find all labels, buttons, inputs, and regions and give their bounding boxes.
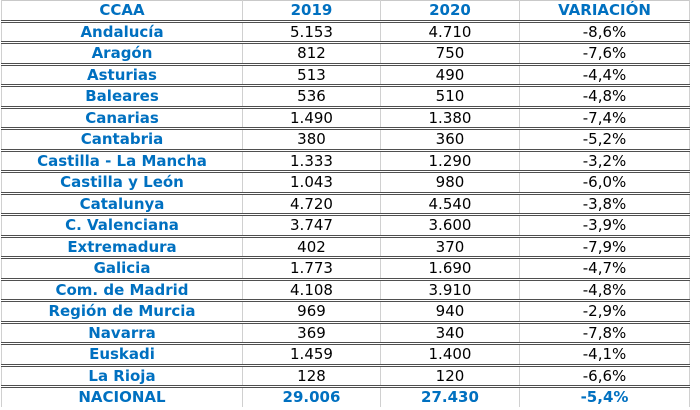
table-row: Asturias 513 490 -4,4% [1,64,690,87]
variation-cell: -2,9% [519,300,690,324]
table-row: Com. de Madrid 4.108 3.910 -4,8% [1,279,690,302]
value-2020-cell: 360 [380,128,520,152]
region-name-cell: Euskadi [1,343,243,367]
region-name-cell: Cantabria [1,128,243,152]
value-2020-cell: 940 [380,300,520,324]
value-2020-cell: 510 [380,85,520,109]
table-row: La Rioja 128 120 -6,6% [1,365,690,388]
total-label-cell: NACIONAL [1,386,243,407]
variation-cell: -4,1% [519,343,690,367]
ccaa-statistics-table: CCAA 2019 2020 VARIACIÓN Andalucía 5.153… [1,0,690,407]
variation-cell: -6,6% [519,365,690,388]
region-name-cell: La Rioja [1,365,243,388]
table-row: Baleares 536 510 -4,8% [1,85,690,109]
value-2020-cell: 980 [380,171,520,195]
table-row: Castilla y León 1.043 980 -6,0% [1,171,690,195]
table-row: Aragón 812 750 -7,6% [1,42,690,66]
variation-cell: -3,8% [519,193,690,216]
variation-cell: -7,6% [519,42,690,66]
value-2020-cell: 1.290 [380,150,520,173]
region-name-cell: C. Valenciana [1,214,243,238]
variation-cell: -4,7% [519,257,690,281]
value-2019-cell: 380 [242,128,381,152]
variation-cell: -7,4% [519,107,690,130]
region-name-cell: Región de Murcia [1,300,243,324]
table-row: Canarias 1.490 1.380 -7,4% [1,107,690,130]
value-2019-cell: 369 [242,322,381,345]
value-2020-cell: 750 [380,42,520,66]
variation-cell: -7,9% [519,236,690,259]
value-2020-cell: 370 [380,236,520,259]
total-variation-cell: -5,4% [519,386,690,407]
region-name-cell: Castilla - La Mancha [1,150,243,173]
value-2019-cell: 5.153 [242,21,381,44]
table-row: C. Valenciana 3.747 3.600 -3,9% [1,214,690,238]
value-2019-cell: 969 [242,300,381,324]
variation-cell: -6,0% [519,171,690,195]
region-name-cell: Canarias [1,107,243,130]
variation-cell: -4,8% [519,85,690,109]
value-2019-cell: 402 [242,236,381,259]
table-row: Región de Murcia 969 940 -2,9% [1,300,690,324]
table-row: Euskadi 1.459 1.400 -4,1% [1,343,690,367]
value-2019-cell: 513 [242,64,381,87]
value-2020-cell: 1.400 [380,343,520,367]
table-row: Navarra 369 340 -7,8% [1,322,690,345]
value-2020-cell: 120 [380,365,520,388]
value-2019-cell: 1.490 [242,107,381,130]
column-header-2020: 2020 [380,0,520,23]
total-2019-cell: 29.006 [242,386,381,407]
value-2019-cell: 812 [242,42,381,66]
total-2020-cell: 27.430 [380,386,520,407]
value-2020-cell: 1.380 [380,107,520,130]
region-name-cell: Castilla y León [1,171,243,195]
region-name-cell: Extremadura [1,236,243,259]
table-row: Andalucía 5.153 4.710 -8,6% [1,21,690,44]
region-name-cell: Aragón [1,42,243,66]
table-row: Galicia 1.773 1.690 -4,7% [1,257,690,281]
variation-cell: -3,9% [519,214,690,238]
region-name-cell: Galicia [1,257,243,281]
table-row: Extremadura 402 370 -7,9% [1,236,690,259]
table-row: Castilla - La Mancha 1.333 1.290 -3,2% [1,150,690,173]
table-row: Cantabria 380 360 -5,2% [1,128,690,152]
value-2020-cell: 1.690 [380,257,520,281]
column-header-2019: 2019 [242,0,381,23]
header-row: CCAA 2019 2020 VARIACIÓN [1,0,690,23]
value-2020-cell: 3.910 [380,279,520,302]
value-2019-cell: 3.747 [242,214,381,238]
variation-cell: -3,2% [519,150,690,173]
total-row: NACIONAL 29.006 27.430 -5,4% [1,386,690,407]
region-name-cell: Navarra [1,322,243,345]
column-header-variacion: VARIACIÓN [519,0,690,23]
value-2020-cell: 4.540 [380,193,520,216]
variation-cell: -4,4% [519,64,690,87]
variation-cell: -7,8% [519,322,690,345]
value-2019-cell: 1.043 [242,171,381,195]
value-2019-cell: 1.459 [242,343,381,367]
table-row: Catalunya 4.720 4.540 -3,8% [1,193,690,216]
column-header-ccaa: CCAA [1,0,243,23]
value-2020-cell: 490 [380,64,520,87]
region-name-cell: Asturias [1,64,243,87]
value-2019-cell: 128 [242,365,381,388]
value-2019-cell: 4.720 [242,193,381,216]
value-2019-cell: 1.773 [242,257,381,281]
variation-cell: -8,6% [519,21,690,44]
variation-cell: -4,8% [519,279,690,302]
region-name-cell: Com. de Madrid [1,279,243,302]
value-2020-cell: 340 [380,322,520,345]
region-name-cell: Andalucía [1,21,243,44]
region-name-cell: Catalunya [1,193,243,216]
value-2020-cell: 4.710 [380,21,520,44]
value-2019-cell: 1.333 [242,150,381,173]
variation-cell: -5,2% [519,128,690,152]
value-2019-cell: 4.108 [242,279,381,302]
value-2019-cell: 536 [242,85,381,109]
region-name-cell: Baleares [1,85,243,109]
value-2020-cell: 3.600 [380,214,520,238]
